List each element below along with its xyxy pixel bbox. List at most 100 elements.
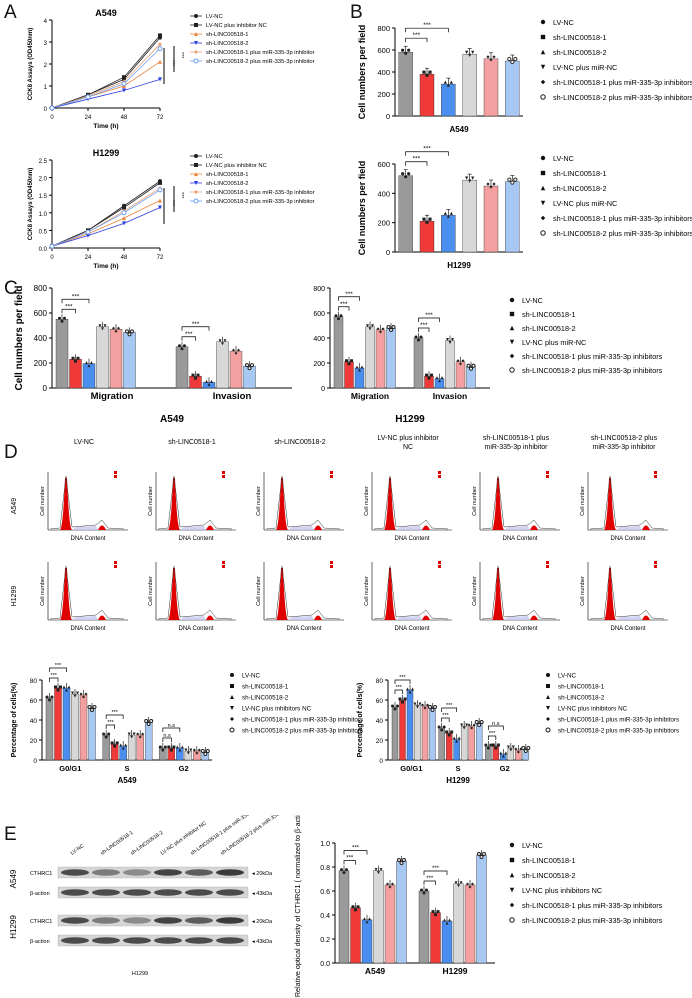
legend-entry: sh-LINC00518-2 bbox=[553, 48, 607, 57]
panel-e-bar-replicate-point bbox=[379, 868, 383, 872]
series-line-5 bbox=[51, 189, 161, 247]
data-point bbox=[49, 105, 55, 111]
panel-e-y-label: Relative optical density of CTHRC1 ( nor… bbox=[293, 815, 302, 997]
panel-b-0-replicate-point bbox=[422, 70, 426, 74]
legend-swatch bbox=[114, 471, 117, 474]
column-title: sh-LINC00518-1 plus bbox=[483, 435, 550, 442]
panel-d-bar-1-replicate-point bbox=[437, 725, 441, 729]
panel-c-0-replicate-point bbox=[85, 361, 88, 365]
panel-d-bar-1-replicate-point bbox=[509, 748, 513, 752]
g2-peak bbox=[530, 525, 538, 530]
panel-b-0-replicate-point bbox=[425, 73, 429, 77]
g1-peak bbox=[384, 478, 396, 530]
sig-label: *** bbox=[413, 156, 421, 163]
panel-e-bar-replicate-point bbox=[457, 884, 460, 888]
g2-peak bbox=[642, 525, 650, 530]
panel-d-bar-0-replicate-point bbox=[119, 743, 123, 747]
panel-c-0-replicate-point bbox=[194, 376, 197, 380]
histogram-trace bbox=[49, 565, 125, 620]
blot-band bbox=[92, 889, 120, 896]
panel-d-bar-0-replicate-point bbox=[115, 741, 119, 745]
panel-c-0-replicate-point bbox=[183, 344, 186, 348]
blot-strip bbox=[57, 914, 249, 927]
panel-d-bar-0-replicate-point bbox=[144, 719, 149, 723]
panel-c-1-bar bbox=[375, 329, 386, 389]
legend-swatch bbox=[330, 561, 333, 564]
panel-b-0-bar bbox=[419, 73, 435, 117]
panel-c-0-y-tick-label: 0 bbox=[43, 384, 48, 393]
panel-c-1-replicate-point bbox=[337, 317, 340, 321]
chart-title-h1299: H1299 bbox=[93, 148, 120, 158]
legend-swatch bbox=[546, 565, 549, 568]
panel-e-bar-bar bbox=[396, 860, 407, 964]
panel-d-bar-1-y-tick-label: 0 bbox=[379, 758, 383, 765]
panel-e-bar-replicate-point bbox=[388, 885, 392, 889]
panel-c-0-replicate-point bbox=[247, 366, 252, 371]
sig-bracket bbox=[394, 679, 411, 684]
panel-d-y-label: Percentage of cells(%) bbox=[11, 683, 18, 758]
panel-d-bar-1-replicate-point bbox=[423, 706, 427, 710]
legend-marker bbox=[194, 41, 198, 45]
panel-d-bar-0-y-tick-label: 0 bbox=[33, 758, 37, 765]
panel-d-bar-0-group-label: S bbox=[124, 764, 129, 773]
legend-entry: sh-LINC00518-1 plus miR-335-3p inhibitor bbox=[206, 190, 315, 196]
panel-c-1-replicate-point bbox=[358, 368, 361, 372]
panel-d-bar-1-bar bbox=[468, 725, 475, 761]
sig-label: *** bbox=[489, 731, 496, 737]
sig-bracket bbox=[423, 870, 448, 875]
histogram-trace bbox=[589, 475, 665, 530]
histogram-x-label: DNA Content bbox=[286, 536, 321, 542]
panel-b-0-replicate-point bbox=[513, 56, 518, 62]
legend-marker bbox=[546, 673, 550, 677]
legend-marker bbox=[545, 727, 551, 733]
legend-marker bbox=[509, 917, 515, 923]
panel-b-0-replicate-point bbox=[492, 55, 496, 59]
panel-c-1-replicate-point bbox=[334, 314, 338, 318]
panel-e-bar-y-tick-label: 0.0 bbox=[320, 961, 330, 968]
legend-entry: sh-LINC00518-1 bbox=[553, 169, 607, 178]
panel-b-1-replicate-point bbox=[425, 220, 429, 224]
panel-e-bar-replicate-point bbox=[340, 868, 343, 872]
legend-marker bbox=[230, 673, 234, 677]
panel-b-0-replicate-point bbox=[449, 80, 453, 84]
panel-b-0-bar bbox=[462, 54, 477, 117]
histogram-y-label: Cell number bbox=[472, 576, 478, 606]
band-name: β-action bbox=[30, 891, 50, 897]
panel-d-bar-0-replicate-point bbox=[184, 748, 188, 752]
blot-band bbox=[216, 917, 244, 924]
panel-d-bar-1-group-label: S bbox=[455, 764, 460, 773]
panel-d-bar-0-group-label: G0/G1 bbox=[59, 764, 81, 773]
legend-swatch bbox=[222, 471, 225, 474]
data-point bbox=[122, 221, 126, 226]
histogram-x-label: DNA Content bbox=[70, 536, 105, 542]
panel-d-bar-1-y-tick-label: 20 bbox=[376, 738, 384, 745]
row-label-h1299: H1299 bbox=[11, 586, 18, 607]
panel-c-1-replicate-point bbox=[371, 324, 374, 328]
legend-marker bbox=[540, 64, 546, 70]
sig-bracket bbox=[405, 151, 449, 156]
panel-d-bar-0-replicate-point bbox=[127, 732, 131, 736]
legend-swatch bbox=[114, 475, 117, 478]
legend-swatch bbox=[438, 565, 441, 568]
sig-bracket bbox=[338, 296, 360, 301]
data-point bbox=[49, 243, 55, 249]
legend-entry: sh-LINC00518-1 bbox=[206, 172, 249, 178]
panel-d-bar-1-replicate-point bbox=[467, 723, 471, 727]
panel-d-bar-1-replicate-point bbox=[433, 705, 437, 709]
s-phase-fill bbox=[396, 526, 422, 530]
panel-c-0-bar bbox=[69, 359, 82, 389]
panel-e-bar-bar bbox=[338, 870, 350, 964]
panel-d-bar-1-replicate-point bbox=[462, 726, 466, 730]
panel-d-bar-1-replicate-point bbox=[472, 723, 476, 727]
panel-c-1-bar bbox=[455, 361, 466, 389]
sig-label: *** bbox=[396, 685, 403, 691]
panel-c-0-replicate-point bbox=[237, 348, 240, 352]
s-phase-fill bbox=[504, 616, 530, 620]
panel-b-1-replicate-point bbox=[446, 214, 450, 218]
legend-entry: sh-LINC00518-2 bbox=[206, 41, 249, 47]
sig-bracket bbox=[162, 737, 172, 742]
data-point bbox=[158, 42, 162, 47]
panel-d-bar-0-y-tick-label: 40 bbox=[30, 718, 38, 725]
panel-a-x-tick-label: 24 bbox=[85, 115, 92, 121]
panel-c-0-replicate-point bbox=[250, 363, 254, 368]
